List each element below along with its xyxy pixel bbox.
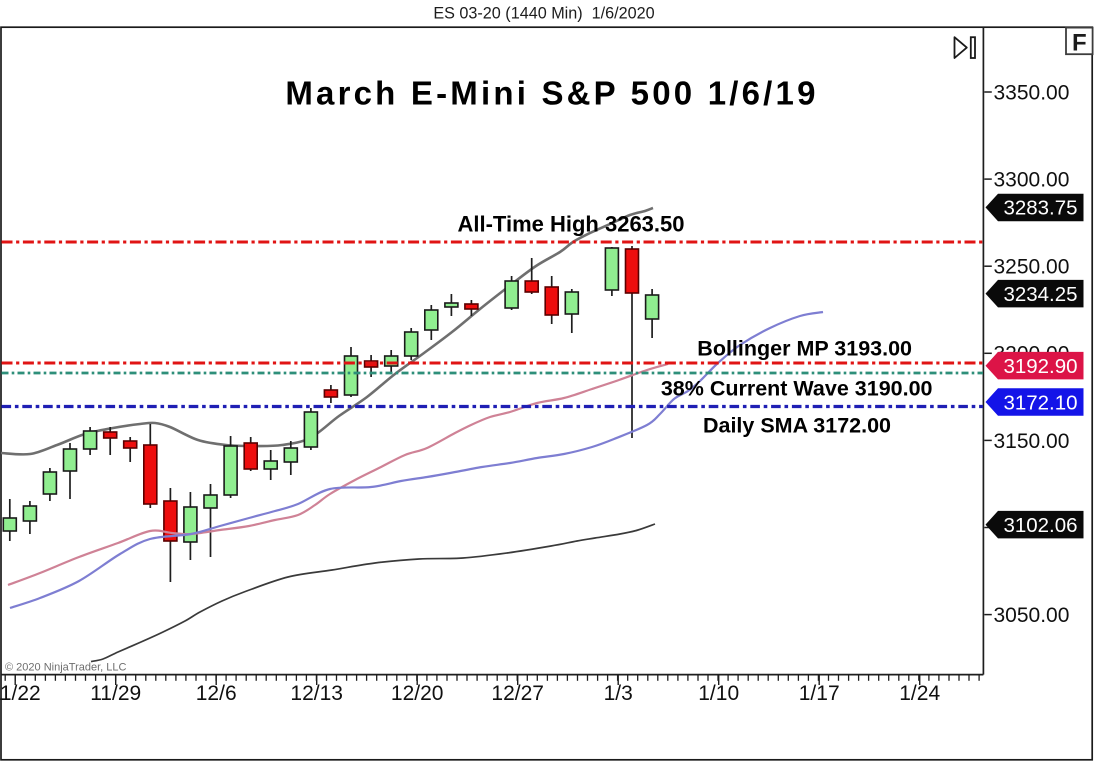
svg-text:3102.06: 3102.06 xyxy=(1003,514,1077,537)
svg-text:F: F xyxy=(1072,30,1087,57)
svg-text:3283.75: 3283.75 xyxy=(1003,197,1077,220)
svg-text:1/24: 1/24 xyxy=(899,682,940,705)
svg-text:3234.25: 3234.25 xyxy=(1003,283,1077,306)
svg-text:11/29: 11/29 xyxy=(90,682,141,705)
svg-text:1/17: 1/17 xyxy=(799,682,840,705)
svg-text:© 2020 NinjaTrader, LLC: © 2020 NinjaTrader, LLC xyxy=(5,662,126,674)
svg-text:All-Time High 3263.50: All-Time High 3263.50 xyxy=(457,212,684,237)
svg-text:3300.00: 3300.00 xyxy=(994,169,1070,192)
svg-text:3172.10: 3172.10 xyxy=(1003,391,1077,414)
svg-text:3350.00: 3350.00 xyxy=(994,81,1070,104)
svg-text:3050.00: 3050.00 xyxy=(994,604,1070,627)
svg-text:3250.00: 3250.00 xyxy=(994,256,1070,279)
svg-text:12/13: 12/13 xyxy=(290,682,343,705)
svg-text:3192.90: 3192.90 xyxy=(1003,355,1077,378)
svg-text:12/27: 12/27 xyxy=(491,682,544,705)
svg-text:ES 03-20 (1440 Min) 1/6/2020: ES 03-20 (1440 Min) 1/6/2020 xyxy=(433,4,654,22)
svg-text:1/10: 1/10 xyxy=(698,682,739,705)
svg-text:38% Current Wave 3190.00: 38% Current Wave 3190.00 xyxy=(661,376,933,400)
svg-text:March E-Mini S&P 500 1/6/19: March E-Mini S&P 500 1/6/19 xyxy=(285,74,818,111)
svg-text:Daily SMA 3172.00: Daily SMA 3172.00 xyxy=(703,414,891,438)
svg-text:Bollinger MP 3193.00: Bollinger MP 3193.00 xyxy=(697,337,912,361)
svg-text:12/20: 12/20 xyxy=(391,682,444,705)
svg-text:3150.00: 3150.00 xyxy=(994,430,1070,453)
svg-text:12/6: 12/6 xyxy=(196,682,237,705)
svg-text:11/22: 11/22 xyxy=(0,682,41,705)
svg-text:1/3: 1/3 xyxy=(604,682,633,705)
